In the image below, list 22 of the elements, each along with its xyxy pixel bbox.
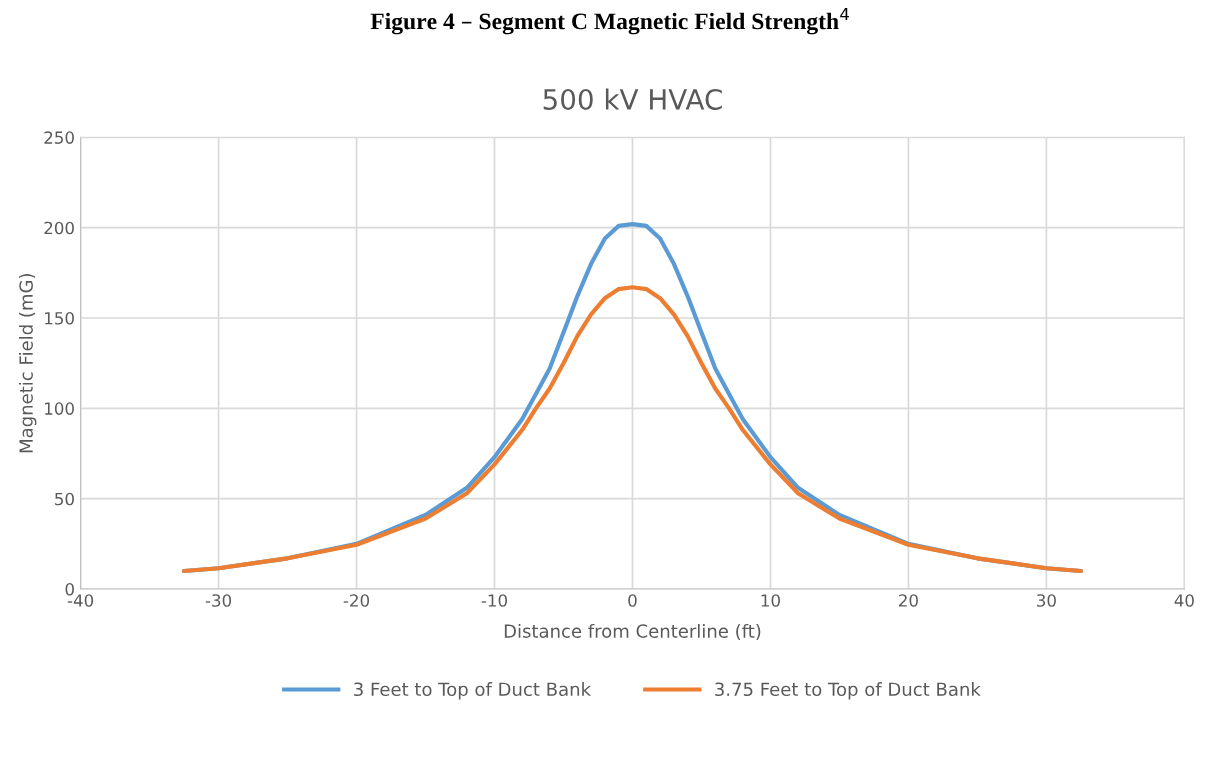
x-tick-label: 0: [628, 594, 637, 607]
x-tick-label: -20: [343, 594, 370, 607]
x-tick-label: 10: [761, 594, 780, 607]
x-axis-title: Distance from Centerline (ft): [504, 623, 761, 641]
x-tick-label: -40: [67, 594, 94, 607]
legend-label: 3.75 Feet to Top of Duct Bank: [715, 682, 981, 700]
y-tick-label: 150: [45, 311, 74, 325]
x-tick-label: -30: [205, 594, 232, 607]
chart-subtitle: Figure 4 – Segment C Magnetic Field Strength$^{4}$: [370, 8, 849, 35]
y-tick-label: 200: [44, 221, 74, 235]
y-tick-label: 250: [44, 131, 74, 144]
x-tick-label: -10: [481, 594, 508, 607]
line-series: [181, 285, 1083, 574]
chart-title: 500 kV HVAC: [543, 88, 722, 110]
y-tick-label: 0: [65, 583, 74, 596]
y-axis-title: Magnetic Field (mG): [18, 273, 37, 453]
y-tick-label: 50: [55, 492, 74, 506]
x-tick-label: 30: [1037, 594, 1056, 607]
y-tick-label: 100: [45, 402, 74, 415]
x-tick-label: 20: [899, 594, 918, 607]
x-tick-label: 40: [1174, 594, 1194, 607]
legend-label: 3 Feet to Top of Duct Bank: [354, 682, 591, 700]
